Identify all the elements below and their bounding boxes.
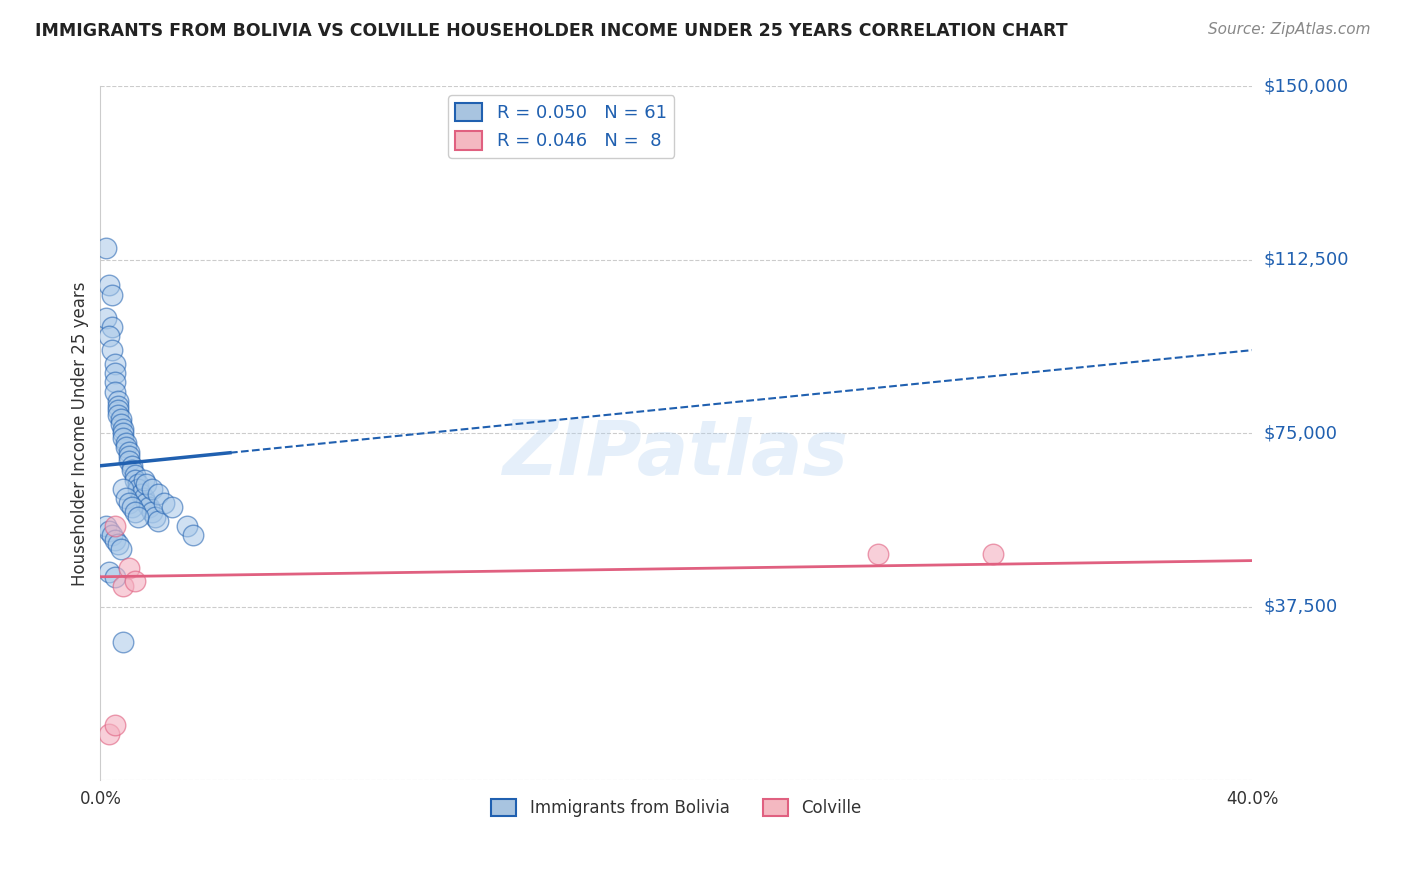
Point: [132, 491, 155, 505]
Point: [127, 477, 149, 491]
Point: [104, 533, 127, 547]
Point: [112, 634, 135, 648]
Point: [107, 403, 129, 417]
Text: $75,000: $75,000: [1264, 425, 1339, 442]
Point: [94, 519, 117, 533]
Point: [104, 384, 127, 399]
Point: [107, 399, 129, 413]
Point: [121, 500, 143, 515]
Y-axis label: Householder Income Under 25 years: Householder Income Under 25 years: [72, 281, 89, 586]
Point: [104, 357, 127, 371]
Point: [866, 547, 889, 561]
Point: [118, 560, 141, 574]
Point: [101, 287, 124, 301]
Point: [138, 500, 160, 515]
Point: [115, 435, 138, 450]
Point: [121, 463, 143, 477]
Point: [124, 505, 146, 519]
Point: [107, 537, 129, 551]
Point: [101, 343, 124, 357]
Point: [124, 473, 146, 487]
Point: [135, 477, 157, 491]
Point: [124, 468, 146, 483]
Point: [115, 491, 138, 505]
Point: [98, 329, 121, 343]
Point: [104, 366, 127, 380]
Point: [146, 514, 169, 528]
Point: [112, 426, 135, 441]
Text: $150,000: $150,000: [1264, 78, 1350, 95]
Point: [104, 718, 127, 732]
Point: [112, 482, 135, 496]
Text: ZIPatlas: ZIPatlas: [503, 417, 849, 491]
Point: [141, 505, 163, 519]
Text: $112,500: $112,500: [1264, 251, 1350, 268]
Point: [98, 524, 121, 538]
Point: [115, 440, 138, 454]
Point: [118, 454, 141, 468]
Point: [101, 320, 124, 334]
Point: [98, 278, 121, 293]
Point: [118, 496, 141, 510]
Text: IMMIGRANTS FROM BOLIVIA VS COLVILLE HOUSEHOLDER INCOME UNDER 25 YEARS CORRELATIO: IMMIGRANTS FROM BOLIVIA VS COLVILLE HOUS…: [35, 22, 1067, 40]
Point: [110, 417, 132, 431]
Point: [124, 574, 146, 589]
Point: [129, 486, 152, 500]
Point: [110, 412, 132, 426]
Point: [981, 547, 1004, 561]
Point: [107, 408, 129, 422]
Text: $37,500: $37,500: [1264, 598, 1339, 615]
Point: [110, 541, 132, 556]
Point: [104, 376, 127, 390]
Text: Source: ZipAtlas.com: Source: ZipAtlas.com: [1208, 22, 1371, 37]
Point: [152, 496, 174, 510]
Point: [112, 579, 135, 593]
Point: [146, 486, 169, 500]
Point: [127, 482, 149, 496]
Point: [135, 496, 157, 510]
Point: [127, 509, 149, 524]
Point: [112, 422, 135, 436]
Point: [98, 565, 121, 579]
Point: [107, 394, 129, 409]
Point: [118, 450, 141, 464]
Point: [104, 519, 127, 533]
Point: [118, 445, 141, 459]
Point: [181, 528, 204, 542]
Point: [121, 458, 143, 473]
Point: [94, 310, 117, 325]
Point: [98, 727, 121, 741]
Point: [104, 570, 127, 584]
Point: [101, 528, 124, 542]
Point: [132, 473, 155, 487]
Point: [94, 241, 117, 255]
Point: [141, 482, 163, 496]
Point: [112, 431, 135, 445]
Point: [176, 519, 198, 533]
Point: [162, 500, 184, 515]
Legend: Immigrants from Bolivia, Colville: Immigrants from Bolivia, Colville: [485, 792, 868, 824]
Point: [143, 509, 166, 524]
